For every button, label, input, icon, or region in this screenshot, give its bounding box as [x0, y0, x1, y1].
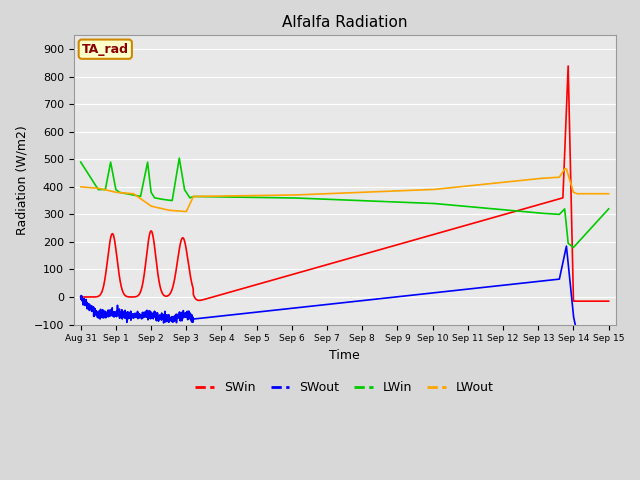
- LWin: [137, 192, 145, 198]
- SWout: [563, 243, 570, 249]
- SWout: [168, 319, 176, 325]
- SWin: [570, 298, 577, 304]
- SWout: [137, 312, 145, 318]
- Text: TA_rad: TA_rad: [82, 43, 129, 56]
- LWout: [77, 184, 84, 190]
- LWout: [538, 176, 545, 181]
- SWin: [564, 63, 572, 69]
- LWout: [182, 209, 190, 215]
- SWout: [573, 330, 581, 336]
- LWout: [595, 191, 602, 197]
- Y-axis label: Radiation (W/m2): Radiation (W/m2): [15, 125, 28, 235]
- LWin: [280, 195, 287, 201]
- LWin: [538, 210, 545, 216]
- Line: SWout: SWout: [81, 246, 609, 333]
- SWout: [77, 294, 84, 300]
- Line: LWout: LWout: [81, 169, 609, 212]
- LWout: [280, 192, 287, 198]
- SWin: [302, 268, 310, 274]
- LWout: [302, 192, 310, 197]
- SWin: [279, 274, 287, 280]
- LWout: [137, 196, 145, 202]
- LWin: [175, 155, 183, 161]
- SWin: [77, 294, 84, 300]
- LWin: [77, 159, 84, 165]
- LWin: [168, 198, 176, 204]
- X-axis label: Time: Time: [330, 349, 360, 362]
- LWout: [605, 191, 612, 197]
- SWin: [137, 288, 145, 294]
- SWout: [595, 330, 602, 336]
- SWout: [279, 306, 287, 312]
- SWout: [538, 278, 545, 284]
- Title: Alfalfa Radiation: Alfalfa Radiation: [282, 15, 408, 30]
- SWout: [302, 304, 310, 310]
- Line: LWin: LWin: [81, 158, 609, 247]
- LWin: [570, 244, 577, 250]
- LWin: [302, 195, 310, 201]
- SWin: [168, 286, 176, 292]
- LWout: [168, 208, 176, 214]
- SWout: [605, 330, 612, 336]
- Line: SWin: SWin: [81, 66, 609, 301]
- SWin: [605, 298, 612, 304]
- LWin: [595, 217, 602, 223]
- SWin: [538, 201, 545, 207]
- LWout: [561, 166, 569, 172]
- LWin: [605, 206, 612, 212]
- SWin: [595, 298, 602, 304]
- Legend: SWin, SWout, LWin, LWout: SWin, SWout, LWin, LWout: [190, 376, 499, 399]
